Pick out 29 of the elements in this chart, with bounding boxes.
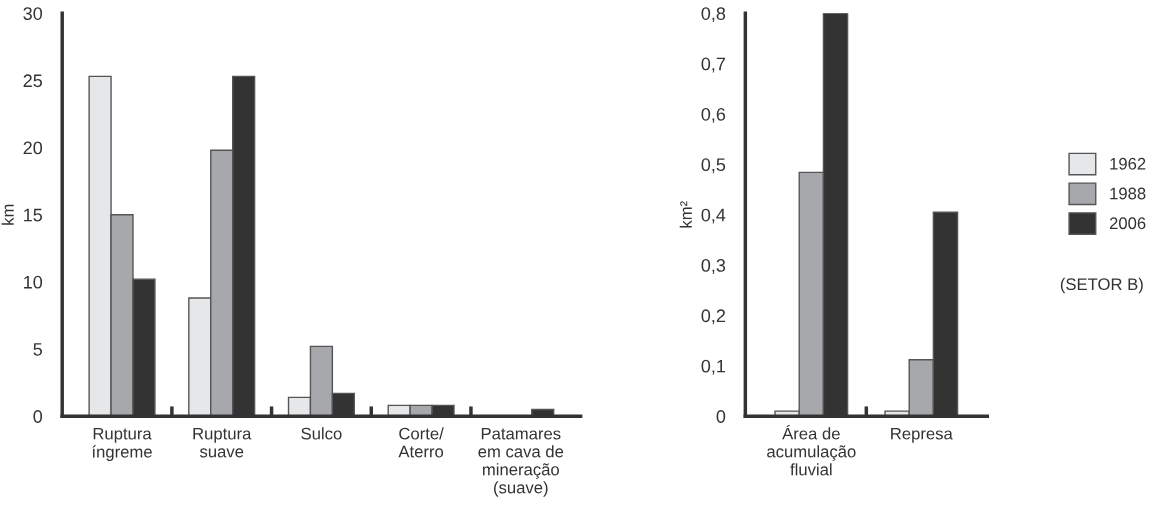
y-tick-label: 0,2 bbox=[701, 309, 725, 325]
x-tick-label: Corte/ Aterro bbox=[398, 427, 444, 458]
y-tick-label: 30 bbox=[23, 7, 43, 20]
x-tick-label: Ruptura suave bbox=[193, 427, 252, 458]
legend-label: 1988 bbox=[1110, 187, 1146, 200]
y-tick-label: 0 bbox=[33, 410, 43, 423]
y-tick-label: 0,1 bbox=[701, 359, 726, 375]
text: (SETOR B) bbox=[1060, 277, 1143, 294]
y-tick-label: 0 bbox=[716, 410, 726, 423]
legend-label: 2006 bbox=[1109, 217, 1146, 230]
y-tick-label: 0,4 bbox=[701, 208, 726, 224]
y-axis-title: km bbox=[1, 204, 14, 225]
y-tick-label: 20 bbox=[23, 141, 43, 155]
x-tick-label: Sulco bbox=[301, 427, 342, 440]
y-tick-label: 15 bbox=[24, 208, 43, 222]
x-tick-label: Área de acumulação fluvial bbox=[767, 424, 856, 476]
y-tick-label: 25 bbox=[23, 74, 43, 88]
y-tick-label: 0,3 bbox=[701, 259, 726, 274]
y-axis-title: km² bbox=[679, 201, 692, 228]
y-tick-label: 10 bbox=[24, 275, 43, 289]
legend-label: 1962 bbox=[1110, 157, 1146, 170]
y-tick-label: 0,8 bbox=[701, 7, 726, 23]
y-tick-label: 0,5 bbox=[701, 158, 726, 174]
y-tick-label: 0,6 bbox=[701, 107, 726, 123]
y-tick-label: 5 bbox=[33, 343, 43, 356]
x-tick-label: Patamares em cava de mineração (suave) bbox=[478, 427, 564, 497]
x-tick-label: Ruptura íngreme bbox=[92, 427, 152, 461]
x-tick-label: Represa bbox=[891, 427, 953, 443]
y-tick-label: 0,7 bbox=[701, 57, 725, 73]
